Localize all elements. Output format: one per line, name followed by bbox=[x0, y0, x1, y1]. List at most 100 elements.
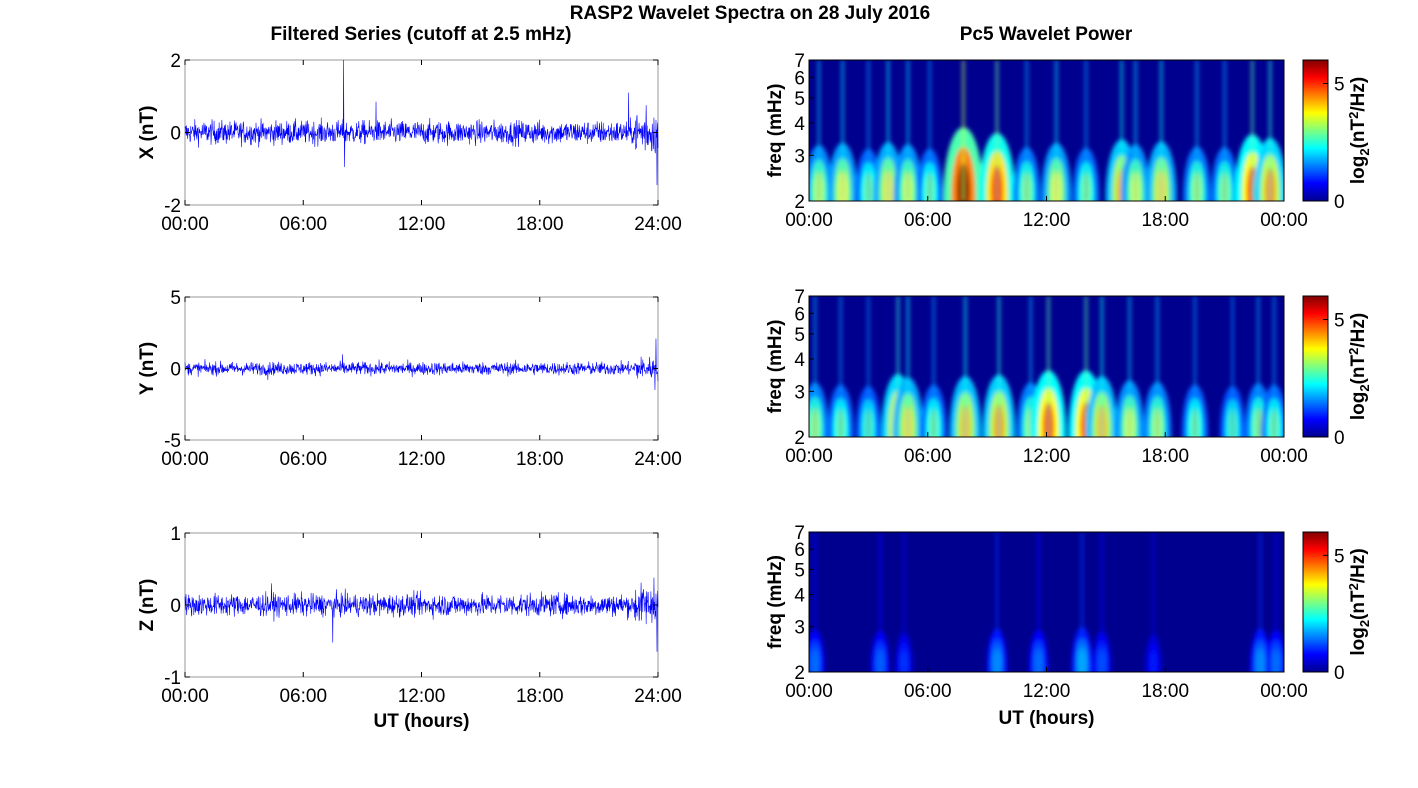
power-streak bbox=[1274, 532, 1278, 672]
y-tick-label: 2 bbox=[794, 428, 805, 449]
power-streak bbox=[1268, 60, 1272, 201]
power-streak bbox=[1100, 296, 1104, 437]
y-tick-label: 2 bbox=[794, 192, 805, 213]
power-streak bbox=[962, 60, 965, 201]
x-tick-label: 24:00 bbox=[634, 214, 682, 235]
power-streak bbox=[1223, 60, 1226, 201]
x-tick-label: 18:00 bbox=[1141, 210, 1189, 231]
power-streak bbox=[1100, 532, 1104, 672]
power-streak bbox=[817, 60, 821, 201]
figure-title: RASP2 Wavelet Spectra on 28 July 2016 bbox=[570, 3, 930, 24]
power-streak bbox=[867, 60, 870, 201]
x-tick-label: 00:00 bbox=[1260, 446, 1308, 467]
power-streak bbox=[1156, 296, 1159, 437]
x-tick-label: 06:00 bbox=[279, 214, 327, 235]
y-tick-label: 6 bbox=[794, 540, 805, 561]
y-tick-label: 0 bbox=[170, 124, 181, 145]
x-tick-label: 24:00 bbox=[634, 686, 682, 707]
power-streak bbox=[839, 296, 842, 437]
colorbar-label: log2(nT2/Hz) bbox=[1346, 313, 1372, 420]
y-tick-label: -2 bbox=[164, 196, 181, 217]
power-streak bbox=[1055, 60, 1058, 201]
y-tick-label: 2 bbox=[794, 663, 805, 684]
x-tick-label: 18:00 bbox=[1141, 446, 1189, 467]
x-tick-label: 18:00 bbox=[516, 449, 564, 470]
x-tick-label: 18:00 bbox=[516, 214, 564, 235]
power-streak bbox=[1134, 60, 1137, 201]
x-axis-label: UT (hours) bbox=[373, 711, 469, 732]
x-tick-label: 12:00 bbox=[1023, 446, 1071, 467]
power-streak bbox=[902, 532, 906, 672]
power-streak bbox=[1080, 532, 1084, 672]
power-streak bbox=[995, 532, 999, 672]
colorbar-tick-label: 0 bbox=[1334, 192, 1345, 213]
power-streak bbox=[1272, 296, 1276, 437]
colorbar-label: log2(nT2/Hz) bbox=[1346, 77, 1372, 184]
x-tick-label: 00:00 bbox=[1260, 210, 1308, 231]
power-streak bbox=[1160, 60, 1163, 201]
colorbar-tick-label: 5 bbox=[1334, 75, 1345, 96]
x-tick-label: 12:00 bbox=[398, 686, 446, 707]
x-tick-label: 12:00 bbox=[1023, 681, 1071, 702]
x-tick-label: 06:00 bbox=[904, 446, 952, 467]
y-tick-label: 0 bbox=[170, 360, 181, 381]
x-axis-label: UT (hours) bbox=[998, 708, 1094, 729]
y-tick-label: 7 bbox=[794, 287, 805, 308]
y-tick-label: 4 bbox=[794, 586, 805, 607]
right-column-title: Pc5 Wavelet Power bbox=[960, 24, 1133, 45]
series-line-y bbox=[184, 338, 659, 390]
power-streak bbox=[997, 296, 1001, 437]
x-tick-label: 00:00 bbox=[1260, 681, 1308, 702]
power-streak bbox=[813, 532, 817, 672]
x-tick-label: 06:00 bbox=[279, 449, 327, 470]
series-line-x bbox=[184, 59, 659, 186]
power-streak bbox=[964, 296, 967, 437]
left-column-title: Filtered Series (cutoff at 2.5 mHz) bbox=[271, 24, 572, 45]
power-streak bbox=[906, 60, 910, 201]
y-tick-label: 4 bbox=[794, 350, 805, 371]
y-tick-label: 3 bbox=[794, 618, 805, 639]
x-tick-label: 12:00 bbox=[398, 449, 446, 470]
line-panel-y: 5 0 -500:00 06:00 12:00 18:00 24:00 Y (nT) bbox=[137, 288, 682, 470]
y-tick-label: 1 bbox=[170, 524, 181, 545]
y-tick-label: 3 bbox=[794, 146, 805, 167]
power-streak bbox=[841, 60, 844, 201]
power-streak bbox=[867, 296, 870, 437]
y-tick-label: 0 bbox=[170, 596, 181, 617]
y-axis-label: Y (nT) bbox=[137, 342, 158, 395]
y-tick-label: 7 bbox=[794, 523, 805, 544]
series-line-z bbox=[184, 577, 659, 652]
power-streak bbox=[1128, 296, 1131, 437]
x-tick-label: 00:00 bbox=[785, 210, 833, 231]
power-streak bbox=[1025, 60, 1028, 201]
power-streak bbox=[1047, 296, 1050, 437]
power-streak bbox=[813, 296, 817, 437]
y-tick-label: 5 bbox=[170, 288, 181, 309]
power-streak bbox=[1195, 60, 1199, 201]
y-tick-label: 2 bbox=[170, 51, 181, 72]
y-tick-label: -5 bbox=[164, 431, 181, 452]
x-tick-label: 24:00 bbox=[634, 449, 682, 470]
x-tick-label: 12:00 bbox=[398, 214, 446, 235]
line-panel-z: 1 0 -100:00 06:00 12:00 18:00 24:00 Z (nT) UT (h… bbox=[137, 524, 682, 732]
x-tick-label: 00:00 bbox=[785, 446, 833, 467]
y-axis-label: X (nT) bbox=[137, 106, 158, 160]
power-streak bbox=[1257, 296, 1260, 437]
power-streak bbox=[1259, 532, 1262, 672]
colorbar-label: log2(nT2/Hz) bbox=[1346, 548, 1372, 655]
y-tick-label: 5 bbox=[794, 89, 805, 110]
x-tick-label: 06:00 bbox=[904, 210, 952, 231]
power-streak bbox=[1193, 296, 1197, 437]
colorbar-tick-label: 0 bbox=[1334, 428, 1345, 449]
power-streak bbox=[1084, 60, 1088, 201]
power-streak bbox=[1029, 296, 1032, 437]
line-panel-x: 2 0 -200:00 06:00 12:00 18:00 24:00 X (nT) bbox=[137, 51, 682, 235]
x-tick-label: 00:00 bbox=[161, 686, 209, 707]
y-axis-label: freq (mHz) bbox=[765, 320, 786, 414]
y-tick-label: 6 bbox=[794, 68, 805, 89]
power-streak bbox=[879, 532, 882, 672]
power-streak bbox=[995, 60, 999, 201]
